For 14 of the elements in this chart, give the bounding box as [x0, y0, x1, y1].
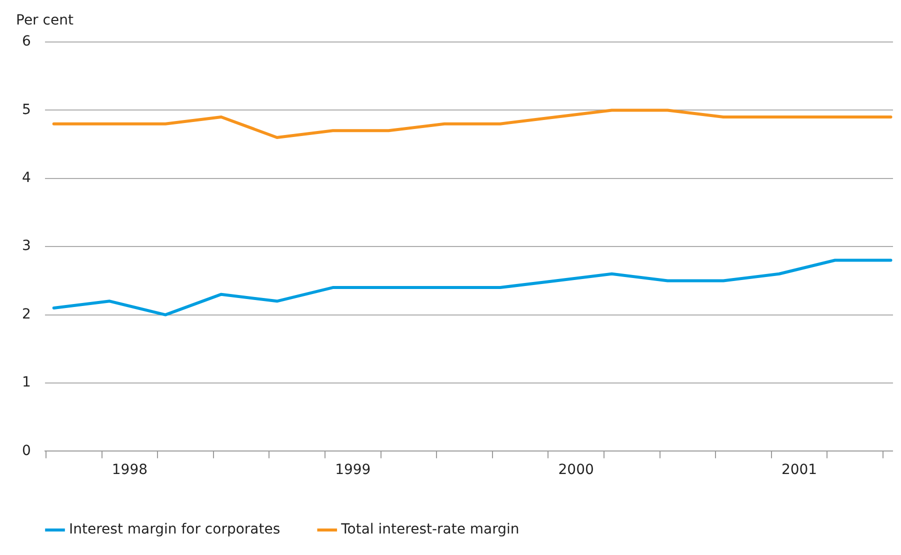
y-tick-label: 2	[22, 306, 31, 322]
y-tick-label: 3	[22, 238, 31, 254]
legend-label: Total interest-rate margin	[340, 522, 520, 538]
x-tick-label: 2001	[781, 462, 818, 478]
x-tick-label: 1999	[335, 462, 371, 478]
x-tick-label: 2000	[558, 462, 594, 478]
y-tick-label: 4	[22, 170, 31, 186]
y-tick-label: 6	[22, 34, 31, 50]
y-tick-label: 1	[22, 374, 31, 391]
x-tick-label: 1998	[112, 462, 148, 478]
y-axis-title: Per cent	[16, 12, 74, 29]
y-tick-label: 5	[22, 102, 31, 118]
y-tick-label: 0	[22, 442, 31, 459]
legend-label: Interest margin for corporates	[69, 522, 280, 538]
